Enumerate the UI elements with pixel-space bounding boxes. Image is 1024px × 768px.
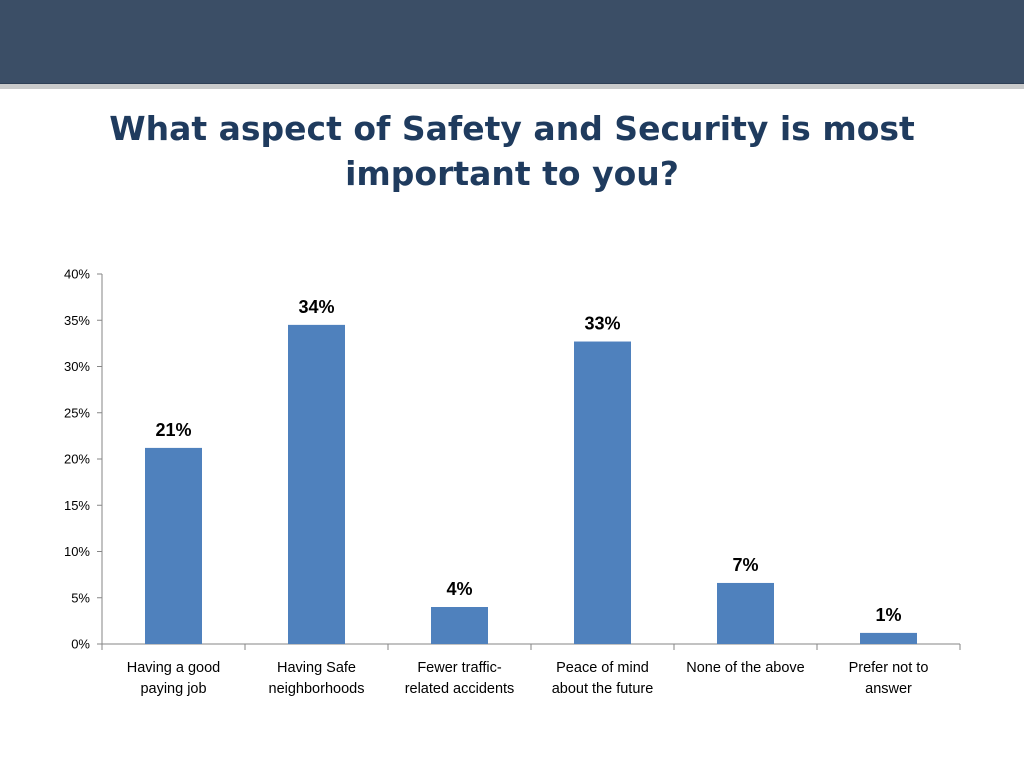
- data-label: 1%: [875, 605, 901, 625]
- category-label: Having Safe neighborhoods: [269, 660, 365, 697]
- y-tick-label: 15%: [64, 498, 90, 513]
- category-label: None of the above: [686, 660, 805, 676]
- y-tick-label: 20%: [64, 452, 90, 467]
- category-label: Prefer not to answer: [849, 660, 929, 697]
- y-tick-label: 30%: [64, 359, 90, 374]
- y-tick-label: 25%: [64, 405, 90, 420]
- y-tick-label: 5%: [71, 590, 90, 605]
- bar: [574, 341, 631, 644]
- y-tick-label: 10%: [64, 544, 90, 559]
- header-band: [0, 0, 1024, 84]
- bar: [288, 324, 345, 644]
- bar: [860, 632, 917, 644]
- data-label: 7%: [732, 555, 758, 575]
- data-label: 33%: [584, 314, 620, 334]
- header-rule: [0, 84, 1024, 89]
- bar: [431, 607, 488, 644]
- category-label: Having a good paying job: [127, 660, 221, 697]
- y-tick-label: 40%: [64, 267, 90, 282]
- data-label: 34%: [298, 297, 334, 317]
- bar: [717, 582, 774, 644]
- bar: [145, 447, 202, 644]
- data-label: 21%: [155, 420, 191, 440]
- category-label: Fewer traffic-related accidents: [405, 660, 515, 697]
- data-label: 4%: [446, 579, 472, 599]
- y-tick-label: 0%: [71, 637, 90, 652]
- category-label: Peace of mind about the future: [552, 660, 654, 697]
- y-tick-label: 35%: [64, 313, 90, 328]
- slide-title: What aspect of Safety and Security is mo…: [109, 109, 915, 193]
